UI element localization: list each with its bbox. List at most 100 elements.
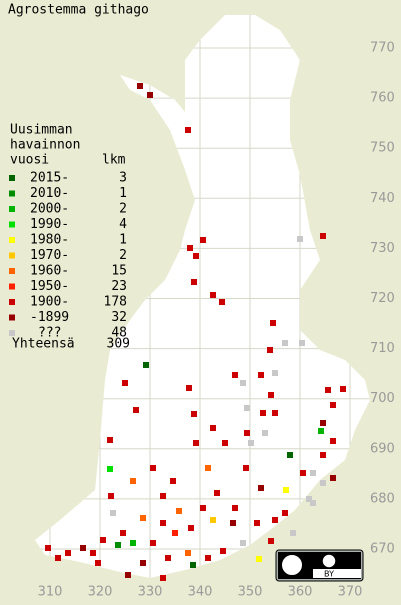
legend-count: 2: [119, 248, 127, 263]
observation: [210, 425, 216, 431]
observation: [95, 560, 101, 566]
observation: [176, 508, 182, 514]
observation: [133, 407, 139, 413]
y-grid-label: 680: [370, 491, 395, 506]
legend-label: 2010-: [30, 186, 69, 201]
observation: [222, 440, 228, 446]
observation: [100, 537, 106, 543]
observation: [283, 487, 289, 493]
x-grid-label: 310: [38, 585, 63, 600]
observation: [272, 410, 278, 416]
legend-label: 1970-: [30, 248, 69, 263]
x-grid-label: 370: [338, 585, 363, 600]
observation: [205, 555, 211, 561]
observation: [140, 515, 146, 521]
observation: [140, 560, 146, 566]
observation: [170, 478, 176, 484]
legend-swatch: [9, 252, 15, 259]
observation: [200, 505, 206, 511]
observation: [150, 465, 156, 471]
legend-count: 15: [111, 264, 127, 279]
observation: [45, 545, 51, 551]
legend-label: 1960-: [30, 264, 69, 279]
observation: [290, 530, 296, 536]
observation: [297, 236, 303, 242]
observation: [107, 466, 113, 472]
observation: [193, 440, 199, 446]
observation: [115, 542, 121, 548]
observation: [130, 478, 136, 484]
legend-count: 2: [119, 202, 127, 217]
observation: [256, 556, 262, 562]
observation: [122, 380, 128, 386]
observations: [45, 83, 346, 581]
observation: [150, 540, 156, 546]
observation: [185, 127, 191, 133]
observation: [330, 475, 336, 481]
legend-swatch: [9, 175, 15, 181]
observation: [299, 340, 305, 346]
observation: [243, 465, 249, 471]
legend-swatch: [9, 190, 15, 197]
legend-count: 48: [111, 326, 127, 341]
legend-label: 1900-: [30, 295, 69, 310]
observation: [108, 493, 114, 499]
legend-count: 23: [111, 279, 127, 294]
legend-count: 32: [111, 310, 127, 325]
observation: [287, 452, 293, 458]
observation: [191, 411, 197, 417]
observation: [130, 540, 136, 546]
legend-label: 1980-: [30, 233, 69, 248]
legend-label: 1950-: [30, 279, 69, 294]
observation: [248, 440, 254, 446]
observation: [330, 402, 336, 408]
observation: [267, 347, 273, 353]
observation: [244, 405, 250, 411]
legend-count: 178: [104, 295, 127, 310]
observation: [193, 253, 199, 259]
x-grid-label: 340: [188, 585, 213, 600]
legend-label: 2015-: [30, 171, 69, 186]
observation: [232, 505, 238, 511]
legend-count-heading: lkm: [102, 153, 126, 168]
observation: [190, 562, 196, 568]
observation: [160, 520, 166, 526]
title: Agrostemma githago: [8, 3, 149, 18]
observation: [80, 545, 86, 551]
observation: [340, 386, 346, 392]
observation: [244, 430, 250, 436]
observation: [260, 410, 266, 416]
legend-label: 1990-: [30, 217, 69, 232]
observation: [147, 92, 153, 98]
y-grid-label: 750: [370, 141, 395, 156]
legend-label: -1899: [30, 310, 69, 325]
legend-swatch: [9, 237, 15, 243]
observation: [219, 299, 225, 305]
y-grid-label: 730: [370, 241, 395, 256]
legend-count: 1: [119, 233, 127, 248]
observation: [55, 555, 61, 561]
observation: [65, 550, 71, 556]
legend-swatch: [9, 299, 15, 305]
observation: [191, 279, 197, 285]
observation: [320, 233, 326, 239]
observation: [210, 292, 216, 298]
observation: [240, 380, 246, 386]
cc-icon: [280, 553, 304, 577]
observation: [160, 493, 166, 499]
observation: [240, 540, 246, 546]
observation: [318, 428, 324, 434]
observation: [165, 555, 171, 561]
badge-text: BY: [324, 570, 334, 579]
observation: [282, 510, 288, 516]
y-grid-label: 690: [370, 441, 395, 456]
observation: [160, 575, 166, 581]
observation: [272, 370, 278, 376]
license-badge: BY: [275, 549, 364, 582]
legend-label: ???: [38, 326, 61, 341]
legend-swatch: [9, 268, 15, 274]
legend-heading: havainnon: [10, 138, 80, 153]
observation: [325, 387, 331, 393]
